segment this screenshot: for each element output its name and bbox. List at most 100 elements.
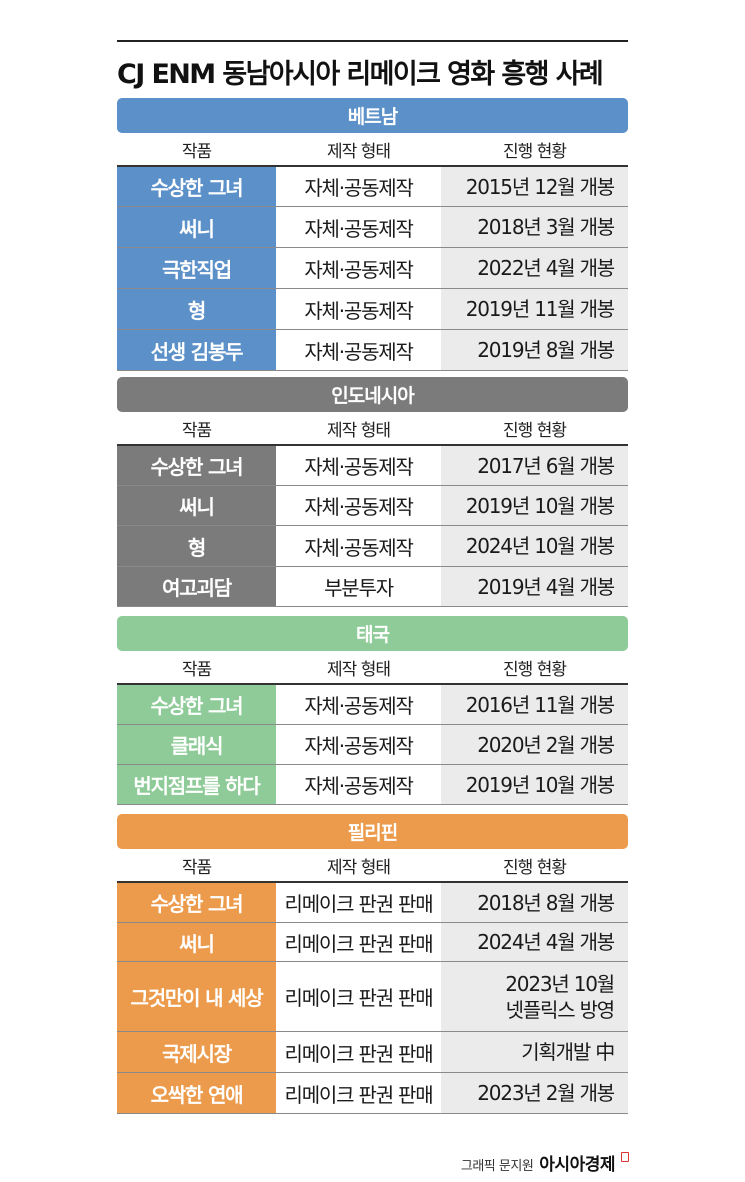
status-line: 2018년 3월 개봉: [477, 215, 615, 239]
cell-title: 형: [117, 526, 276, 566]
cell-status: 2019년 10월 개봉: [441, 486, 628, 525]
table-row: 수상한 그녀 리메이크 판권 판매 2018년 8월 개봉: [117, 883, 628, 923]
cell-title: 극한직업: [117, 248, 276, 288]
column-header: 작품: [181, 141, 212, 162]
section-header: 인도네시아: [117, 377, 628, 412]
cell-type: 리메이크 판권 판매: [276, 1032, 441, 1072]
status-line: 2024년 4월 개봉: [477, 930, 615, 954]
cell-title: 수상한 그녀: [117, 883, 276, 922]
status-line: 2019년 10월 개봉: [465, 772, 615, 797]
cell-title: 수상한 그녀: [117, 446, 276, 485]
status-line: 2024년 10월 개봉: [465, 534, 615, 558]
column-header: 진행 현황: [503, 420, 567, 441]
cell-type: 자체·공동제작: [276, 486, 441, 525]
cell-type: 자체·공동제작: [276, 765, 441, 804]
table-row: 써니 리메이크 판권 판매 2024년 4월 개봉: [117, 923, 628, 962]
cell-type: 자체·공동제작: [276, 685, 441, 724]
table-row: 그것만이 내 세상 리메이크 판권 판매 2023년 10월 넷플릭스 방영: [117, 962, 628, 1032]
column-header-row: 작품 제작 형태 진행 현황: [117, 651, 628, 685]
column-header: 제작 형태: [327, 659, 391, 680]
cell-status: 2019년 10월 개봉: [441, 765, 628, 804]
table-row: 형 자체·공동제작 2024년 10월 개봉: [117, 526, 628, 567]
table-row: 써니 자체·공동제작 2018년 3월 개봉: [117, 207, 628, 248]
column-header: 작품: [181, 420, 212, 441]
table-row: 써니 자체·공동제작 2019년 10월 개봉: [117, 486, 628, 526]
table-row: 번지점프를 하다 자체·공동제작 2019년 10월 개봉: [117, 765, 628, 805]
cell-type: 리메이크 판권 판매: [276, 962, 441, 1031]
cell-status: 2024년 10월 개봉: [441, 526, 628, 566]
cell-title: 써니: [117, 207, 276, 247]
column-header: 작품: [181, 659, 212, 680]
cell-type: 자체·공동제작: [276, 167, 441, 206]
column-header: 작품: [181, 857, 212, 878]
column-header: 제작 형태: [327, 857, 391, 878]
cell-type: 자체·공동제작: [276, 207, 441, 247]
cell-title: 오싹한 연애: [117, 1073, 276, 1113]
cell-type: 부분투자: [276, 567, 441, 606]
cell-status: 2019년 8월 개봉: [441, 330, 628, 370]
status-line: 2019년 8월 개봉: [477, 338, 615, 362]
brand-logo: 아시아경제: [539, 1155, 615, 1175]
cell-status: 2018년 8월 개봉: [441, 883, 628, 922]
cell-status: 2017년 6월 개봉: [441, 446, 628, 485]
table-row: 여고괴담 부분투자 2019년 4월 개봉: [117, 567, 628, 607]
cell-status: 2024년 4월 개봉: [441, 923, 628, 961]
cell-type: 자체·공동제작: [276, 446, 441, 485]
cell-title: 선생 김봉두: [117, 330, 276, 370]
top-rule: [117, 40, 628, 42]
cell-title: 클래식: [117, 725, 276, 764]
status-line: 2019년 11월 개봉: [465, 297, 615, 321]
table-row: 형 자체·공동제작 2019년 11월 개봉: [117, 289, 628, 330]
cell-type: 자체·공동제작: [276, 725, 441, 764]
cell-status: 2018년 3월 개봉: [441, 207, 628, 247]
cell-status: 기획개발 中: [441, 1032, 628, 1072]
table-row: 수상한 그녀 자체·공동제작 2016년 11월 개봉: [117, 685, 628, 725]
cell-type: 자체·공동제작: [276, 289, 441, 329]
cell-title: 써니: [117, 923, 276, 961]
cell-title: 여고괴담: [117, 567, 276, 606]
table-row: 수상한 그녀 자체·공동제작 2015년 12월 개봉: [117, 167, 628, 207]
cell-status: 2022년 4월 개봉: [441, 248, 628, 288]
cell-title: 수상한 그녀: [117, 167, 276, 206]
cell-type: 리메이크 판권 판매: [276, 923, 441, 961]
cell-type: 리메이크 판권 판매: [276, 1073, 441, 1113]
table-row: 수상한 그녀 자체·공동제작 2017년 6월 개봉: [117, 446, 628, 486]
cell-status: 2015년 12월 개봉: [441, 167, 628, 206]
column-header: 진행 현황: [503, 857, 567, 878]
cell-status: 2023년 2월 개봉: [441, 1073, 628, 1113]
column-header-row: 작품 제작 형태 진행 현황: [117, 412, 628, 446]
section-header: 베트남: [117, 98, 628, 133]
status-line: 2016년 11월 개봉: [465, 692, 615, 717]
table-row: 선생 김봉두 자체·공동제작 2019년 8월 개봉: [117, 330, 628, 371]
cell-type: 자체·공동제작: [276, 526, 441, 566]
cell-status: 2020년 2월 개봉: [441, 725, 628, 764]
status-line: 2017년 6월 개봉: [477, 453, 615, 478]
status-line: 넷플릭스 방영: [505, 997, 616, 1022]
cell-title: 번지점프를 하다: [117, 765, 276, 804]
section-table: 베트남 작품 제작 형태 진행 현황 수상한 그녀 자체·공동제작 2015년 12월 개봉…: [117, 98, 628, 371]
status-line: 2018년 8월 개봉: [477, 890, 615, 915]
cell-status: 2019년 11월 개봉: [441, 289, 628, 329]
table-row: 오싹한 연애 리메이크 판권 판매 2023년 2월 개봉: [117, 1073, 628, 1114]
status-line: 2019년 4월 개봉: [477, 574, 615, 599]
table-row: 극한직업 자체·공동제작 2022년 4월 개봉: [117, 248, 628, 289]
column-header: 제작 형태: [327, 420, 391, 441]
cell-title: 그것만이 내 세상: [117, 962, 276, 1031]
page-title: CJ ENM 동남아시아 리메이크 영화 흥행 사례: [117, 59, 604, 90]
column-header-row: 작품 제작 형태 진행 현황: [117, 849, 628, 883]
column-header-row: 작품 제작 형태 진행 현황: [117, 133, 628, 167]
cell-type: 리메이크 판권 판매: [276, 883, 441, 922]
credit: 그래픽 문지원 아시아경제: [461, 1150, 629, 1175]
cell-type: 자체·공동제작: [276, 330, 441, 370]
status-line: 2022년 4월 개봉: [477, 256, 615, 280]
brand-mark-icon: [621, 1152, 629, 1162]
cell-type: 자체·공동제작: [276, 248, 441, 288]
column-header: 제작 형태: [327, 141, 391, 162]
section-table: 필리핀 작품 제작 형태 진행 현황 수상한 그녀 리메이크 판권 판매 2018년 8월 …: [117, 814, 628, 1114]
section-table: 인도네시아 작품 제작 형태 진행 현황 수상한 그녀 자체·공동제작 2017년 6월 개…: [117, 377, 628, 607]
status-line: 2023년 2월 개봉: [477, 1081, 615, 1105]
status-line: 2019년 10월 개봉: [465, 493, 615, 518]
cell-title: 국제시장: [117, 1032, 276, 1072]
cell-status: 2016년 11월 개봉: [441, 685, 628, 724]
cell-title: 수상한 그녀: [117, 685, 276, 724]
